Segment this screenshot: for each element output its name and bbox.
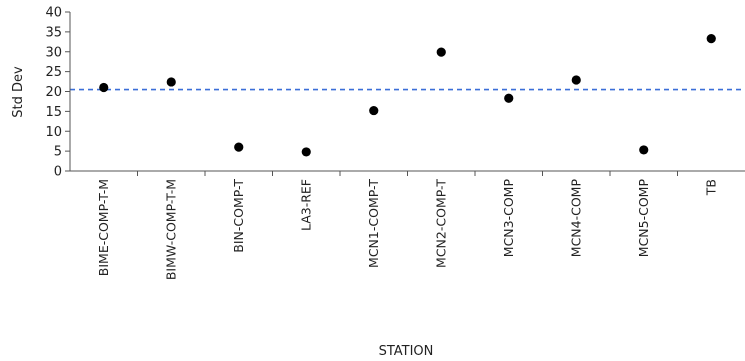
x-tick-label: MCN2-COMP-T xyxy=(433,179,448,268)
x-tick-label: TB xyxy=(703,179,718,196)
data-point xyxy=(639,145,649,155)
data-point xyxy=(706,34,716,44)
y-tick-label: 40 xyxy=(45,6,62,21)
data-point xyxy=(99,82,109,93)
x-tick-label: BIME-COMP-T-M xyxy=(96,179,111,276)
data-point xyxy=(504,93,514,103)
y-tick-label: 15 xyxy=(45,105,62,120)
y-tick-label: 25 xyxy=(45,65,62,80)
x-axis-ticks: BIME-COMP-T-M BIMW-COMP-T-M BIN-COMP-T LA3-… xyxy=(96,171,718,280)
y-tick-label: 5 xyxy=(54,145,62,160)
y-tick-label: 10 xyxy=(45,125,62,140)
data-point xyxy=(436,47,446,57)
x-tick-label: MCN1-COMP-T xyxy=(366,179,381,268)
y-axis-ticks: 0 5 10 15 20 25 30 35 40 xyxy=(45,6,70,180)
data-point xyxy=(166,77,176,87)
y-tick-label: 35 xyxy=(45,25,62,40)
data-point xyxy=(571,75,581,85)
data-point xyxy=(301,147,311,157)
y-tick-label: 30 xyxy=(45,45,62,60)
x-tick-label: MCN4-COMP xyxy=(568,179,583,258)
x-tick-label: BIN-COMP-T xyxy=(231,179,246,253)
x-tick-label: LA3-REF xyxy=(298,179,313,231)
data-point xyxy=(234,142,244,152)
x-tick-label: MCN5-COMP xyxy=(636,179,651,258)
y-axis-title: Std Dev xyxy=(11,66,26,118)
x-tick-label: BIMW-COMP-T-M xyxy=(163,179,178,280)
data-point xyxy=(369,105,379,116)
y-tick-label: 0 xyxy=(54,165,62,180)
data-points xyxy=(99,34,716,157)
x-tick-label: MCN3-COMP xyxy=(501,179,516,258)
x-axis-title: STATION xyxy=(379,344,434,359)
y-tick-label: 20 xyxy=(45,85,62,100)
